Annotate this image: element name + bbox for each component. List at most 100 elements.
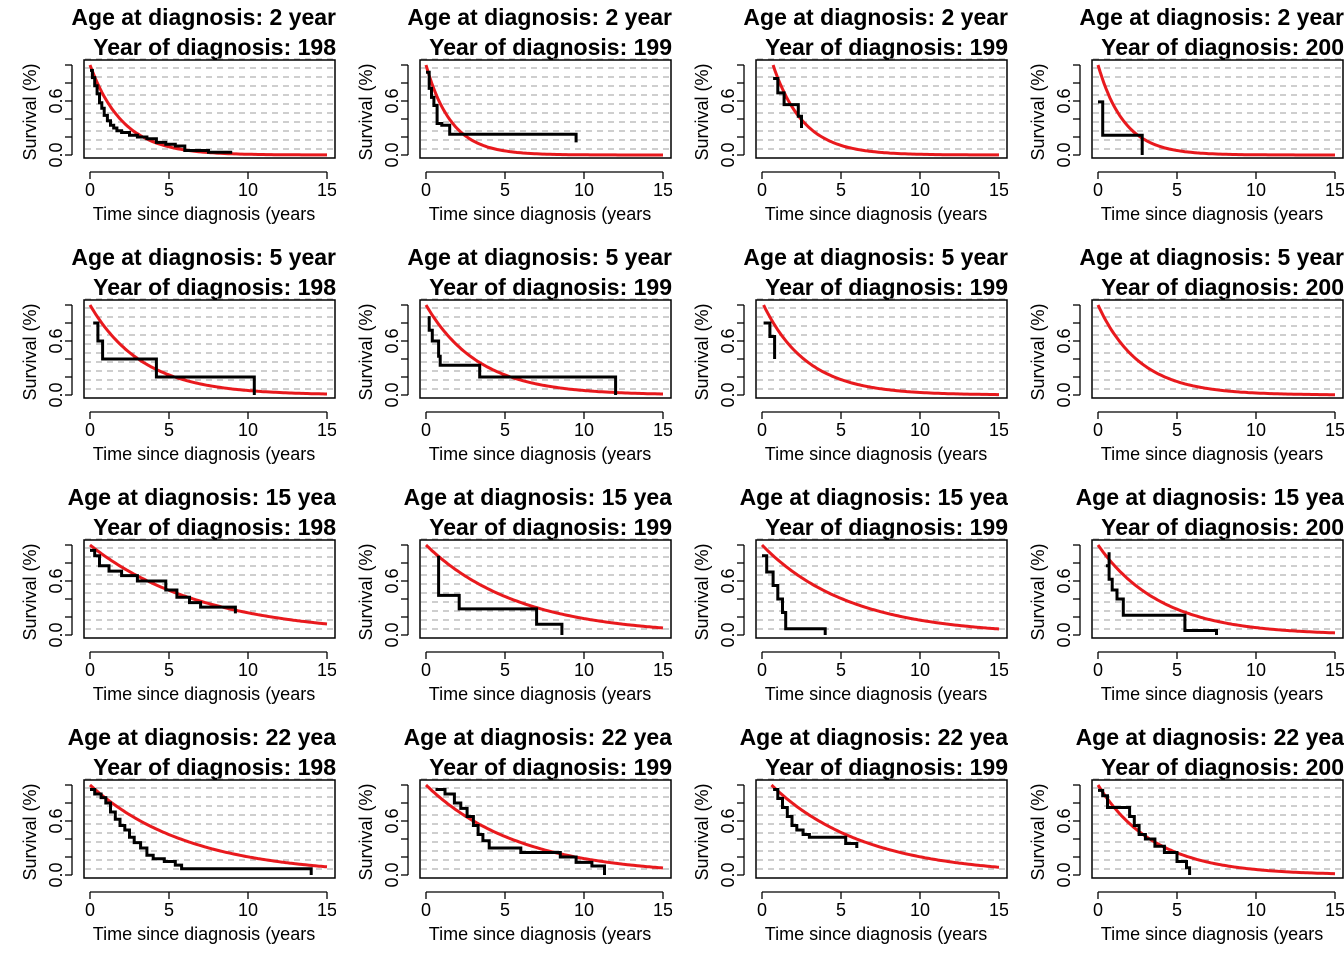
y-tick-label: 0.0 [1054, 382, 1074, 407]
observed-survival-curve [1105, 552, 1218, 635]
x-tick-label: 15 [989, 420, 1008, 440]
x-axis-label: Time since diagnosis (years [429, 444, 651, 464]
x-tick-label: 15 [1325, 180, 1344, 200]
y-tick-label: 0.0 [46, 622, 66, 647]
chart-title-age: Age at diagnosis: 22 yea [740, 724, 1008, 750]
y-tick-label: 0.0 [382, 622, 402, 647]
chart-svg: Age at diagnosis: 2 year Year of diagnosi… [1028, 4, 1344, 224]
y-axis-label: Survival (%) [692, 63, 712, 160]
x-tick-label: 0 [757, 900, 767, 920]
y-axis-label: Survival (%) [20, 303, 40, 400]
x-tick-label: 15 [653, 660, 672, 680]
fitted-survival-curve [89, 543, 328, 626]
x-tick-label: 0 [1093, 180, 1103, 200]
observed-survival-curve [773, 77, 803, 128]
chart-svg: Age at diagnosis: 15 yea Year of diagnosi… [1028, 484, 1344, 704]
chart-panel: Age at diagnosis: 15 yea Year of diagnosi… [1008, 480, 1344, 720]
observed-survival-curve [773, 788, 859, 848]
x-tick-label: 10 [238, 180, 258, 200]
fitted-survival-curve [424, 783, 664, 870]
y-tick-label: 0.0 [718, 862, 738, 887]
chart-title-age: Age at diagnosis: 22 yea [404, 724, 672, 750]
x-axis-label: Time since diagnosis (years [93, 444, 315, 464]
observed-survival-curve [426, 70, 578, 143]
chart-panel: Age at diagnosis: 15 yea Year of diagnosi… [0, 480, 336, 720]
chart-panel: Age at diagnosis: 2 year Year of diagnosi… [672, 0, 1008, 240]
x-tick-label: 10 [1246, 660, 1266, 680]
chart-title-age: Age at diagnosis: 2 year [71, 4, 336, 30]
plot-area [755, 779, 1008, 879]
y-tick-label: 0.6 [718, 88, 738, 113]
x-tick-label: 10 [238, 420, 258, 440]
x-tick-label: 0 [421, 900, 431, 920]
fitted-survival-curve [1096, 304, 1335, 397]
fitted-survival-curve [1096, 544, 1336, 635]
x-tick-label: 0 [421, 660, 431, 680]
plot-area [1091, 779, 1344, 879]
x-tick-label: 0 [757, 660, 767, 680]
x-axis-label: Time since diagnosis (years [93, 204, 315, 224]
x-tick-label: 0 [85, 180, 95, 200]
observed-survival-curve [90, 68, 233, 154]
x-tick-label: 0 [85, 900, 95, 920]
x-tick-label: 0 [421, 420, 431, 440]
x-tick-label: 10 [910, 900, 930, 920]
chart-panel: Age at diagnosis: 22 yea Year of diagnosi… [672, 720, 1008, 960]
chart-svg: Age at diagnosis: 22 yea Year of diagnosi… [1028, 724, 1344, 944]
y-tick-label: 0.0 [382, 142, 402, 167]
x-tick-label: 5 [1172, 180, 1182, 200]
chart-title-year: Year of diagnosis: 199 [429, 514, 672, 540]
x-tick-label: 10 [910, 180, 930, 200]
x-tick-label: 15 [1325, 420, 1344, 440]
chart-panel: Age at diagnosis: 2 year Year of diagnosi… [336, 0, 672, 240]
chart-title-year: Year of diagnosis: 199 [765, 514, 1008, 540]
y-tick-label: 0.0 [382, 862, 402, 887]
chart-title-year: Year of diagnosis: 198 [93, 754, 336, 780]
chart-panel: Age at diagnosis: 15 yea Year of diagnosi… [336, 480, 672, 720]
y-axis-label: Survival (%) [20, 783, 40, 880]
x-tick-label: 10 [1246, 180, 1266, 200]
x-tick-label: 10 [574, 420, 594, 440]
fitted-survival-curve [88, 783, 328, 869]
chart-svg: Age at diagnosis: 15 yea Year of diagnosi… [20, 484, 336, 704]
y-tick-label: 0.0 [46, 382, 66, 407]
x-tick-label: 5 [836, 900, 846, 920]
chart-title-year: Year of diagnosis: 198 [93, 34, 336, 60]
x-tick-label: 15 [317, 900, 336, 920]
observed-survival-curve [762, 554, 827, 635]
fitted-survival-curve [1096, 784, 1336, 876]
chart-title-age: Age at diagnosis: 2 year [743, 4, 1008, 30]
fitted-survival-curve [770, 783, 1000, 869]
chart-title-year: Year of diagnosis: 198 [93, 514, 336, 540]
chart-title-year: Year of diagnosis: 200 [1101, 274, 1344, 300]
x-tick-label: 0 [85, 420, 95, 440]
x-tick-label: 5 [836, 420, 846, 440]
plot-area [755, 539, 1008, 639]
x-tick-label: 10 [238, 660, 258, 680]
x-tick-label: 5 [500, 420, 510, 440]
chart-title-age: Age at diagnosis: 15 yea [404, 484, 672, 510]
x-axis-label: Time since diagnosis (years [1101, 924, 1323, 944]
chart-title-year: Year of diagnosis: 199 [429, 34, 672, 60]
chart-title-year: Year of diagnosis: 199 [429, 274, 672, 300]
chart-title-year: Year of diagnosis: 199 [429, 754, 672, 780]
x-tick-label: 5 [836, 660, 846, 680]
chart-panel: Age at diagnosis: 5 year Year of diagnosi… [672, 240, 1008, 480]
y-tick-label: 0.0 [1054, 862, 1074, 887]
x-axis-label: Time since diagnosis (years [765, 204, 987, 224]
y-tick-label: 0.0 [718, 142, 738, 167]
chart-title-age: Age at diagnosis: 22 yea [68, 724, 336, 750]
chart-svg: Age at diagnosis: 22 yea Year of diagnosi… [20, 724, 336, 944]
x-tick-label: 5 [500, 900, 510, 920]
chart-svg: Age at diagnosis: 5 year Year of diagnosi… [20, 244, 336, 464]
chart-panel: Age at diagnosis: 22 yea Year of diagnosi… [1008, 720, 1344, 960]
x-tick-label: 5 [1172, 900, 1182, 920]
y-tick-label: 0.0 [1054, 142, 1074, 167]
y-axis-label: Survival (%) [692, 303, 712, 400]
x-tick-label: 5 [1172, 660, 1182, 680]
y-tick-label: 0.6 [382, 568, 402, 593]
chart-svg: Age at diagnosis: 15 yea Year of diagnosi… [356, 484, 672, 704]
chart-title-year: Year of diagnosis: 199 [765, 34, 1008, 60]
x-tick-label: 0 [757, 420, 767, 440]
x-tick-label: 0 [1093, 900, 1103, 920]
